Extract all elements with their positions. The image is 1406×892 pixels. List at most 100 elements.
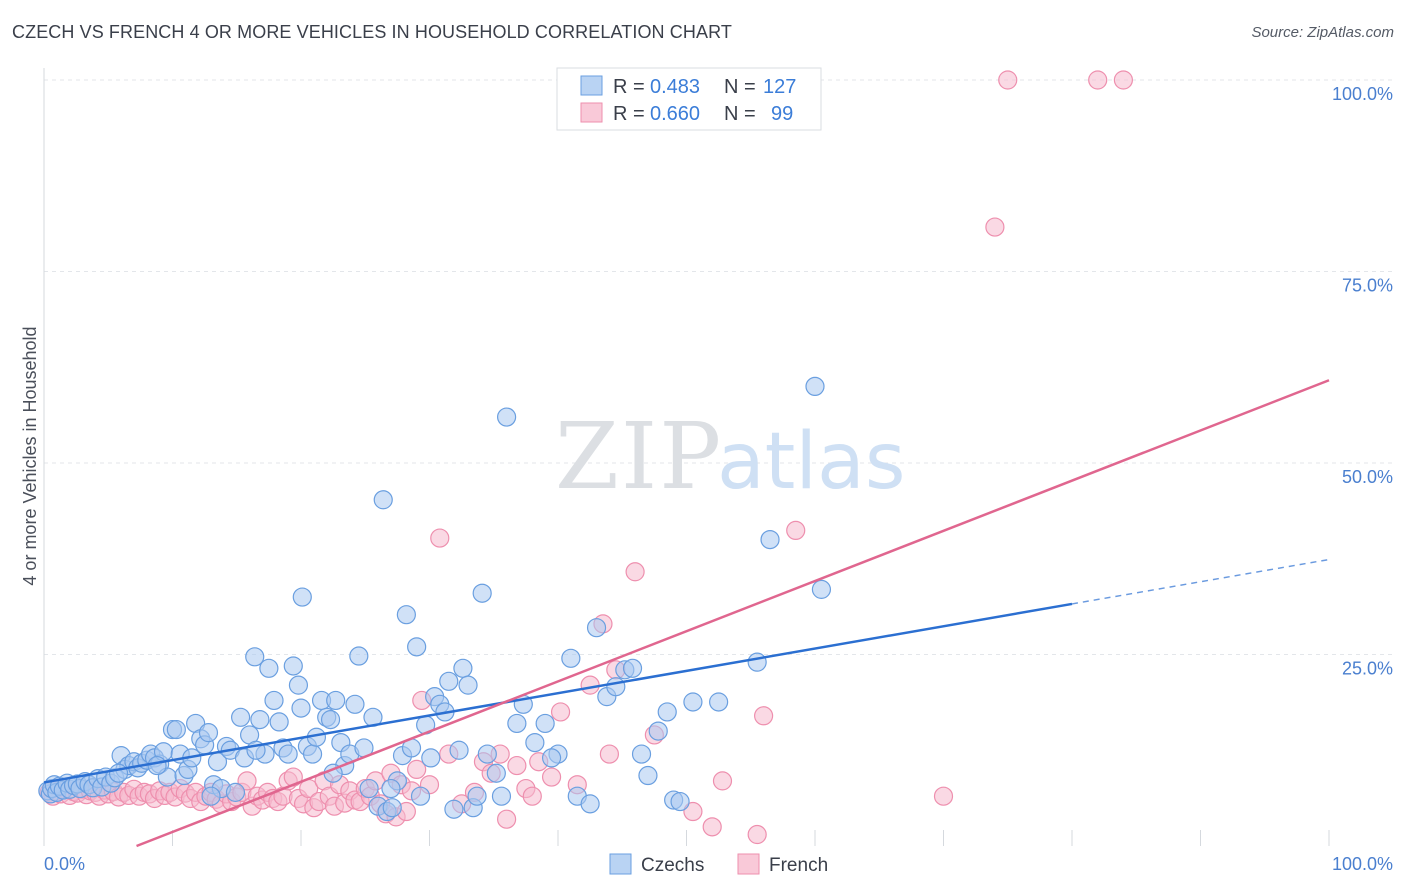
- czechs-legend-label: Czechs: [641, 855, 704, 876]
- czech-point-129: [525, 732, 545, 753]
- french-point-85: [507, 755, 527, 776]
- french-point-94: [625, 562, 645, 582]
- czech-point-80: [382, 798, 402, 818]
- french-point-100: [753, 706, 774, 726]
- french-point-89: [550, 702, 571, 722]
- czech-point-67: [320, 710, 341, 730]
- y-tick-label-2: 75.0%: [1342, 276, 1393, 296]
- czech-point-58: [278, 744, 298, 764]
- czech-point-131: [108, 763, 129, 783]
- french-legend-swatch-bottom: [737, 853, 760, 875]
- czech-trend-line: [43, 602, 1073, 784]
- czech-point-61: [292, 587, 312, 607]
- czech-point-96: [458, 675, 478, 695]
- french-point-84: [497, 809, 517, 829]
- french-point-74: [407, 759, 427, 780]
- czech-point-86: [410, 786, 431, 806]
- french-point-108: [522, 786, 542, 806]
- czech-point-113: [606, 677, 626, 697]
- french-point-107: [599, 744, 620, 764]
- x-tick-label-0: 0.0%: [44, 854, 85, 874]
- czech-point-33: [166, 719, 186, 740]
- french-point-97: [702, 817, 722, 837]
- stats-legend: R = 0.483 N = 127 R = 0.660 N = 99: [556, 67, 822, 131]
- french-r-label: R =: [613, 103, 645, 125]
- french-point-91: [580, 675, 600, 695]
- czech-point-98: [467, 786, 487, 806]
- french-point-99: [747, 824, 767, 845]
- czech-r-value: 0.483: [650, 76, 700, 98]
- czech-point-116: [631, 744, 652, 764]
- czech-point-85: [407, 637, 427, 657]
- czech-point-108: [561, 648, 581, 668]
- czech-point-121: [670, 791, 690, 812]
- czech-point-130: [147, 755, 167, 776]
- french-point-96: [683, 801, 703, 822]
- watermark-zip: ZIP: [555, 403, 723, 510]
- czech-point-115: [622, 658, 643, 678]
- czech-point-48: [231, 707, 251, 727]
- czech-point-110: [580, 794, 600, 814]
- czech-point-128: [541, 748, 562, 768]
- watermark-atlas: atlas: [717, 417, 906, 507]
- czech-point-78: [373, 490, 393, 510]
- grid-lines: [44, 79, 1392, 846]
- y-axis-label: 4 or more Vehicles in Household: [20, 326, 40, 585]
- chart-title: CZECH VS FRENCH 4 OR MORE VEHICLES IN HO…: [12, 22, 732, 42]
- french-point-98: [712, 771, 733, 791]
- source-label: Source: ZipAtlas.com: [1251, 24, 1394, 41]
- french-point-103: [985, 217, 1005, 237]
- czech-point-103: [497, 407, 517, 427]
- czech-r-label: R =: [613, 76, 645, 98]
- czech-point-55: [264, 690, 284, 711]
- czech-point-123: [709, 692, 729, 712]
- czech-point-94: [449, 740, 469, 760]
- czech-point-41: [198, 723, 219, 743]
- czech-point-122: [683, 692, 703, 712]
- french-point-106: [1113, 70, 1134, 90]
- trend-lines: [43, 379, 1330, 848]
- czech-point-124: [747, 652, 767, 672]
- czech-n-value: 127: [763, 76, 796, 98]
- czech-point-83: [396, 605, 416, 625]
- czech-point-102: [491, 786, 512, 806]
- french-legend-swatch: [580, 102, 603, 123]
- czechs-legend-swatch: [609, 853, 632, 875]
- czech-point-127: [811, 579, 832, 599]
- y-tick-label-3: 100.0%: [1332, 84, 1393, 104]
- czech-point-125: [760, 529, 780, 550]
- czech-point-104: [507, 713, 527, 734]
- y-tick-labels: 25.0% 50.0% 75.0% 100.0%: [1332, 84, 1393, 679]
- czech-point-47: [225, 782, 246, 802]
- french-r-value: 0.660: [650, 103, 700, 125]
- czech-point-106: [535, 713, 555, 734]
- watermark: ZIP atlas: [555, 403, 906, 510]
- series-legend: Czechs French: [609, 853, 828, 876]
- french-legend-label: French: [769, 855, 828, 876]
- czech-point-93: [444, 799, 464, 819]
- czech-point-92: [439, 671, 459, 691]
- czech-point-100: [477, 744, 497, 764]
- french-point-101: [786, 520, 806, 541]
- czech-point-73: [349, 646, 369, 666]
- x-tick-label-1: 100.0%: [1332, 854, 1393, 874]
- czech-point-117: [638, 765, 658, 786]
- czech-point-60: [288, 675, 309, 695]
- czech-legend-swatch: [580, 75, 603, 96]
- czech-point-99: [472, 583, 492, 603]
- czech-n-label: N =: [724, 76, 756, 98]
- x-tick-labels: 0.0% 100.0%: [44, 854, 1393, 874]
- czech-point-101: [486, 763, 506, 783]
- czech-point-59: [283, 656, 303, 676]
- czech-point-52: [250, 710, 270, 730]
- french-point-102: [933, 786, 954, 806]
- czech-trend-extension: [1071, 558, 1330, 605]
- french-point-104: [998, 70, 1018, 90]
- french-point-41: [237, 771, 257, 791]
- czech-point-126: [805, 376, 825, 396]
- czech-point-63: [302, 744, 323, 764]
- czech-point-95: [453, 658, 473, 678]
- czech-point-132: [201, 786, 221, 806]
- czech-point-72: [345, 694, 365, 714]
- czech-point-118: [648, 721, 668, 741]
